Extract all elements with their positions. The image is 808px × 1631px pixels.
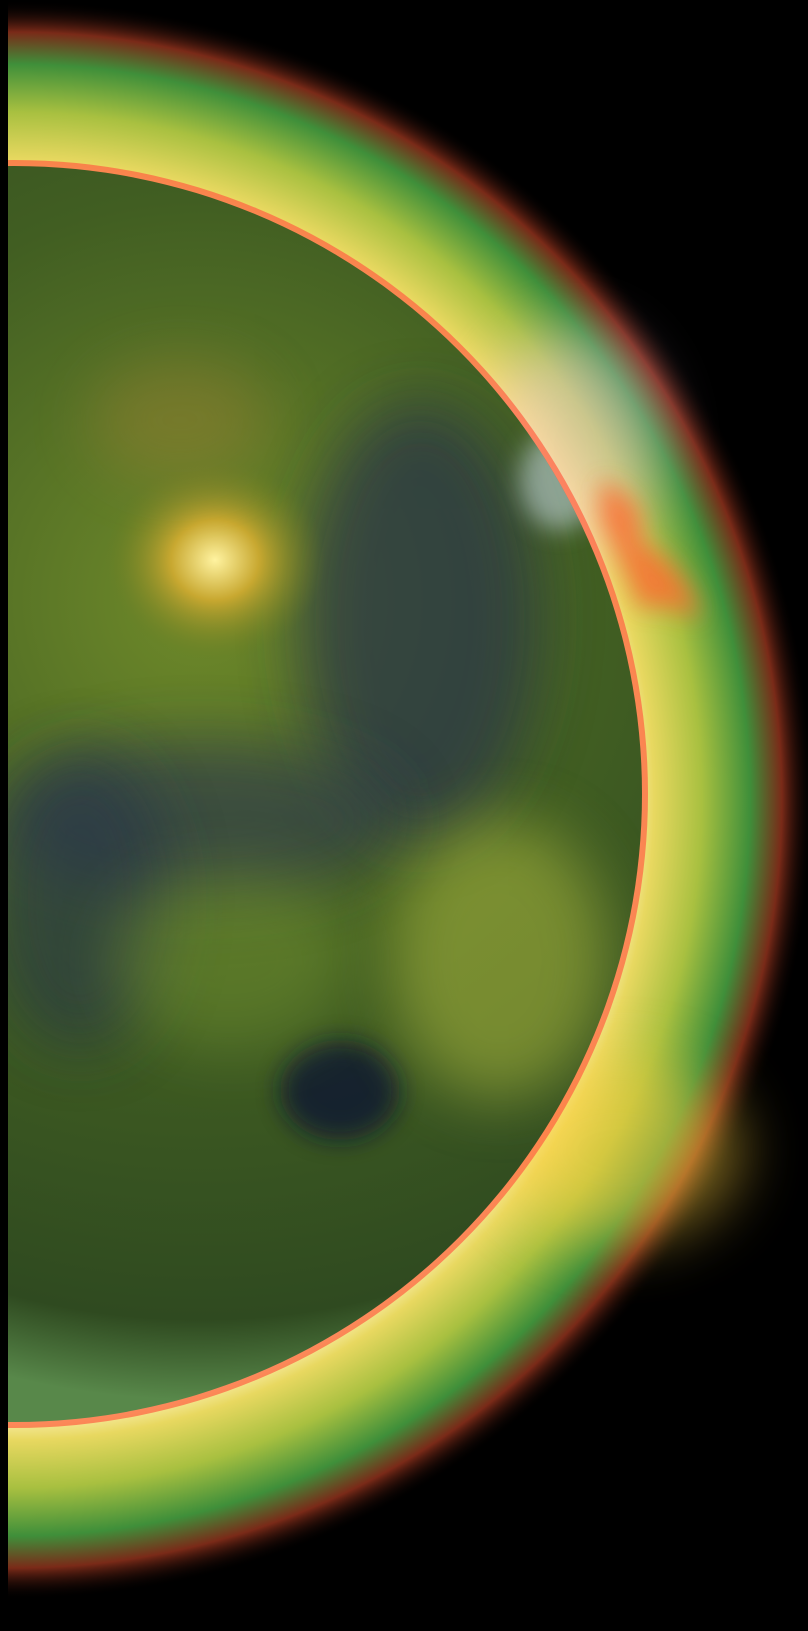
surface-features (0, 360, 610, 1140)
active-region (110, 870, 350, 1050)
active-region (90, 360, 270, 480)
active-region (390, 820, 610, 1100)
dark-region (280, 1040, 400, 1140)
left-edge (0, 0, 8, 1631)
dark-region (300, 400, 540, 840)
active-region (105, 460, 325, 660)
prominence (600, 480, 700, 620)
